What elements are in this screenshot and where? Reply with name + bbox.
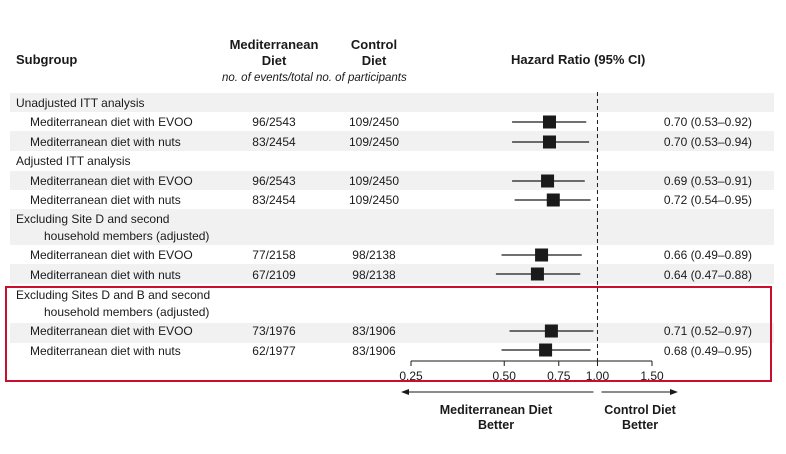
hr-marker [542, 135, 556, 149]
hr-marker [546, 193, 560, 207]
row-ctrl-count: 109/2450 [348, 115, 400, 129]
hr-marker [544, 324, 558, 338]
band-1 [10, 93, 774, 112]
row-label: Mediterranean diet with nuts [30, 193, 181, 207]
x-tick-label: 1.00 [586, 369, 610, 383]
row-ctrl-count: 98/2138 [352, 248, 396, 262]
favors-mediterranean-label: Mediterranean Diet Better [426, 403, 566, 433]
row-hr-text: 0.71 (0.52–0.97) [663, 324, 752, 338]
row-ctrl-count: 98/2138 [352, 268, 396, 282]
group-label-adjusted: Adjusted ITT analysis [16, 154, 131, 168]
row-med-count: 96/2543 [252, 174, 296, 188]
group-label-excl-d-line2: household members (adjusted) [44, 229, 210, 243]
row-label: Mediterranean diet with nuts [30, 268, 181, 282]
favors-mediterranean-line1: Mediterranean Diet [439, 403, 553, 417]
group-label-excl-db: Excluding Sites D and B and second [16, 288, 211, 302]
header-med-line1: Mediterranean [229, 37, 319, 52]
row-hr-text: 0.66 (0.49–0.89) [663, 248, 752, 262]
row-hr-text: 0.70 (0.53–0.92) [663, 115, 752, 129]
row-hr-text: 0.70 (0.53–0.94) [663, 135, 752, 149]
hr-marker [535, 248, 549, 262]
header-med-line2: Diet [261, 53, 287, 68]
row-label: Mediterranean diet with EVOO [30, 248, 193, 262]
header-subnote: no. of events/total no. of participants [222, 72, 407, 84]
row-ctrl-count: 83/1906 [352, 344, 396, 358]
header-hazard-ratio: Hazard Ratio (95% CI) [511, 52, 646, 67]
band-5 [10, 264, 774, 284]
row-med-count: 96/2543 [252, 115, 296, 129]
hr-marker [541, 174, 555, 188]
favors-control-label: Control Diet Better [590, 403, 690, 433]
row-med-count: 62/1977 [252, 344, 296, 358]
band-2 [10, 131, 774, 151]
header-subgroup: Subgroup [16, 52, 78, 67]
row-label: Mediterranean diet with nuts [30, 344, 181, 358]
row-label: Mediterranean diet with EVOO [30, 324, 193, 338]
hr-marker [539, 343, 553, 357]
highlight-box [5, 286, 772, 382]
row-ctrl-count: 109/2450 [348, 193, 400, 207]
hr-marker [542, 115, 556, 129]
header-ctrl-line1: Control [350, 37, 398, 52]
header-mediterranean: Mediterranean Diet [224, 37, 324, 69]
row-med-count: 77/2158 [252, 248, 296, 262]
hr-marker [530, 267, 544, 281]
row-label: Mediterranean diet with nuts [30, 135, 181, 149]
arrow-left-head [401, 389, 409, 395]
row-ctrl-count: 83/1906 [352, 324, 396, 338]
x-tick-label: 0.25 [399, 369, 423, 383]
group-label-excl-d: Excluding Site D and second [16, 212, 170, 226]
row-label: Mediterranean diet with EVOO [30, 174, 193, 188]
row-med-count: 83/2454 [252, 135, 296, 149]
x-tick-label: 0.75 [547, 369, 571, 383]
row-hr-text: 0.64 (0.47–0.88) [663, 268, 752, 282]
row-med-count: 67/2109 [252, 268, 296, 282]
x-tick-label: 0.50 [493, 369, 517, 383]
arrow-right-head [670, 389, 678, 395]
header-control: Control Diet [340, 37, 408, 69]
row-ctrl-count: 109/2450 [348, 135, 400, 149]
header-ctrl-line2: Diet [361, 53, 387, 68]
favors-mediterranean-line2: Better [477, 418, 515, 432]
row-hr-text: 0.69 (0.53–0.91) [663, 174, 752, 188]
row-med-count: 73/1976 [252, 324, 296, 338]
row-med-count: 83/2454 [252, 193, 296, 207]
band-3 [10, 171, 774, 190]
group-label-excl-db-line2: household members (adjusted) [44, 305, 210, 319]
band-4 [10, 209, 774, 245]
band-6 [10, 323, 774, 343]
group-label-unadjusted: Unadjusted ITT analysis [16, 96, 145, 110]
row-label: Mediterranean diet with EVOO [30, 115, 193, 129]
row-hr-text: 0.68 (0.49–0.95) [663, 344, 752, 358]
favors-control-line1: Control Diet [604, 403, 676, 417]
x-tick-label: 1.50 [640, 369, 664, 383]
row-hr-text: 0.72 (0.54–0.95) [663, 193, 752, 207]
row-ctrl-count: 109/2450 [348, 174, 400, 188]
favors-control-line2: Better [621, 418, 659, 432]
